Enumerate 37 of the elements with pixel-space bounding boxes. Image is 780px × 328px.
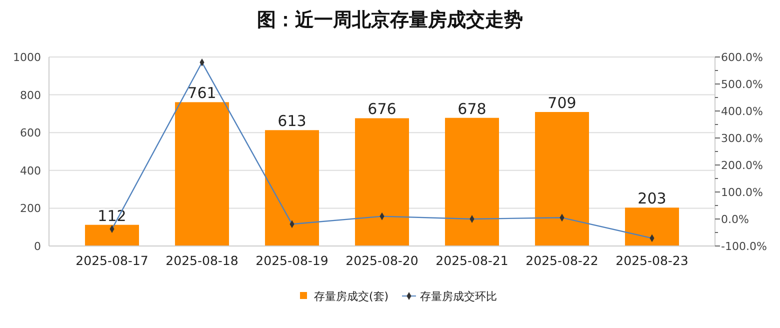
bar	[625, 208, 679, 246]
x-tick-label: 2025-08-19	[256, 253, 328, 268]
y2-tick-label: -100.0%	[721, 240, 767, 253]
bar	[445, 118, 499, 246]
x-tick-label: 2025-08-20	[346, 253, 418, 268]
y2-tick-label: 400.0%	[721, 105, 763, 118]
y2-tick-label: 0.0%	[721, 213, 749, 226]
x-tick-label: 2025-08-18	[166, 253, 238, 268]
x-tick-label: 2025-08-23	[616, 253, 688, 268]
text: 203	[638, 190, 666, 208]
bar	[535, 112, 589, 246]
y-tick-label: 600	[20, 126, 41, 140]
legend-label: 存量房成交(套)	[314, 290, 389, 303]
bar	[85, 224, 139, 246]
y2-tick-label: 600.0%	[721, 51, 763, 64]
bar	[355, 118, 409, 246]
chart-title: 图：近一周北京存量房成交走势	[257, 9, 523, 31]
y2-tick-label: 500.0%	[721, 78, 763, 91]
x-tick-label: 2025-08-17	[76, 253, 148, 268]
y-tick-label: 800	[20, 88, 41, 102]
text: 761	[188, 84, 216, 102]
y-tick-label: 400	[20, 164, 41, 178]
bar	[175, 102, 229, 246]
legend-label: 存量房成交环比	[420, 290, 497, 303]
text: 613	[278, 112, 306, 130]
y-tick-label: 0	[34, 240, 41, 253]
bar	[265, 130, 319, 246]
text: 709	[548, 94, 576, 112]
y2-tick-label: 100.0%	[721, 186, 763, 199]
y2-tick-label: 200.0%	[721, 159, 763, 172]
y2-tick-label: 300.0%	[721, 132, 763, 145]
x-tick-label: 2025-08-22	[526, 253, 598, 268]
x-tick-label: 2025-08-21	[436, 253, 508, 268]
y-tick-label: 200	[20, 202, 41, 216]
y-tick-label: 1000	[13, 51, 41, 64]
text: 676	[368, 100, 396, 118]
text: 678	[458, 100, 486, 118]
